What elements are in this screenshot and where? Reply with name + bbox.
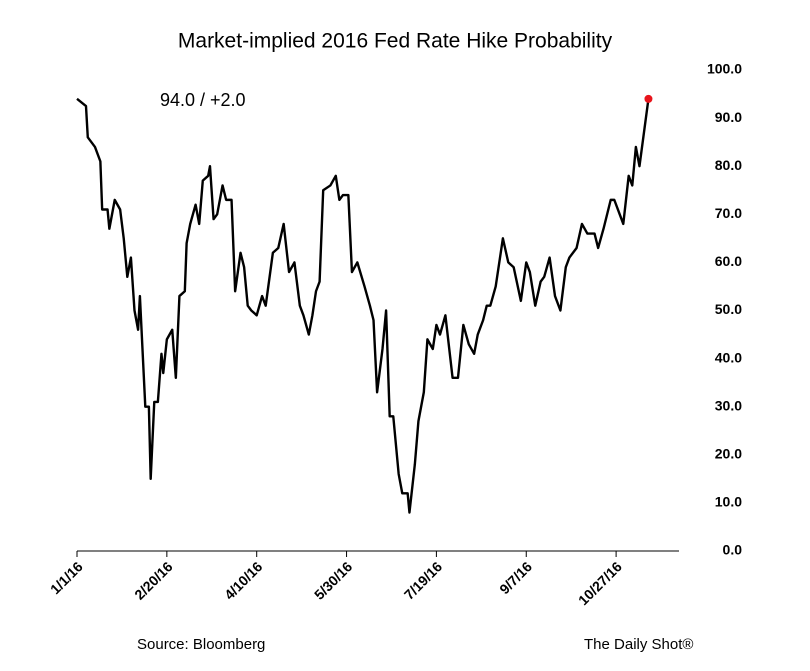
chart-title: Market-implied 2016 Fed Rate Hike Probab… <box>178 30 613 53</box>
y-tick-label: 50.0 <box>715 301 742 317</box>
annotation: 94.0 / +2.0 <box>160 90 246 110</box>
y-tick-label: 40.0 <box>715 349 742 365</box>
y-tick-label: 0.0 <box>723 542 743 558</box>
y-tick-label: 90.0 <box>715 109 742 125</box>
y-tick-label: 60.0 <box>715 253 742 269</box>
x-tick-label: 2/20/16 <box>131 558 175 602</box>
x-tick-label: 1/1/16 <box>47 558 86 597</box>
y-tick-label: 20.0 <box>715 446 742 462</box>
x-tick-label: 9/7/16 <box>496 558 535 597</box>
y-tick-label: 80.0 <box>715 157 742 173</box>
last-point <box>644 94 653 103</box>
x-tick-label: 4/10/16 <box>221 558 265 602</box>
x-tick-label: 10/27/16 <box>575 558 625 608</box>
y-tick-label: 70.0 <box>715 205 742 221</box>
source: Source: Bloomberg <box>137 636 265 653</box>
credit: The Daily Shot® <box>584 636 693 653</box>
y-tick-label: 10.0 <box>715 494 742 510</box>
y-tick-label: 100.0 <box>707 61 742 77</box>
y-tick-label: 30.0 <box>715 397 742 413</box>
x-tick-label: 7/19/16 <box>401 558 445 602</box>
line <box>76 97 650 514</box>
x-tick-label: 5/30/16 <box>311 558 355 602</box>
